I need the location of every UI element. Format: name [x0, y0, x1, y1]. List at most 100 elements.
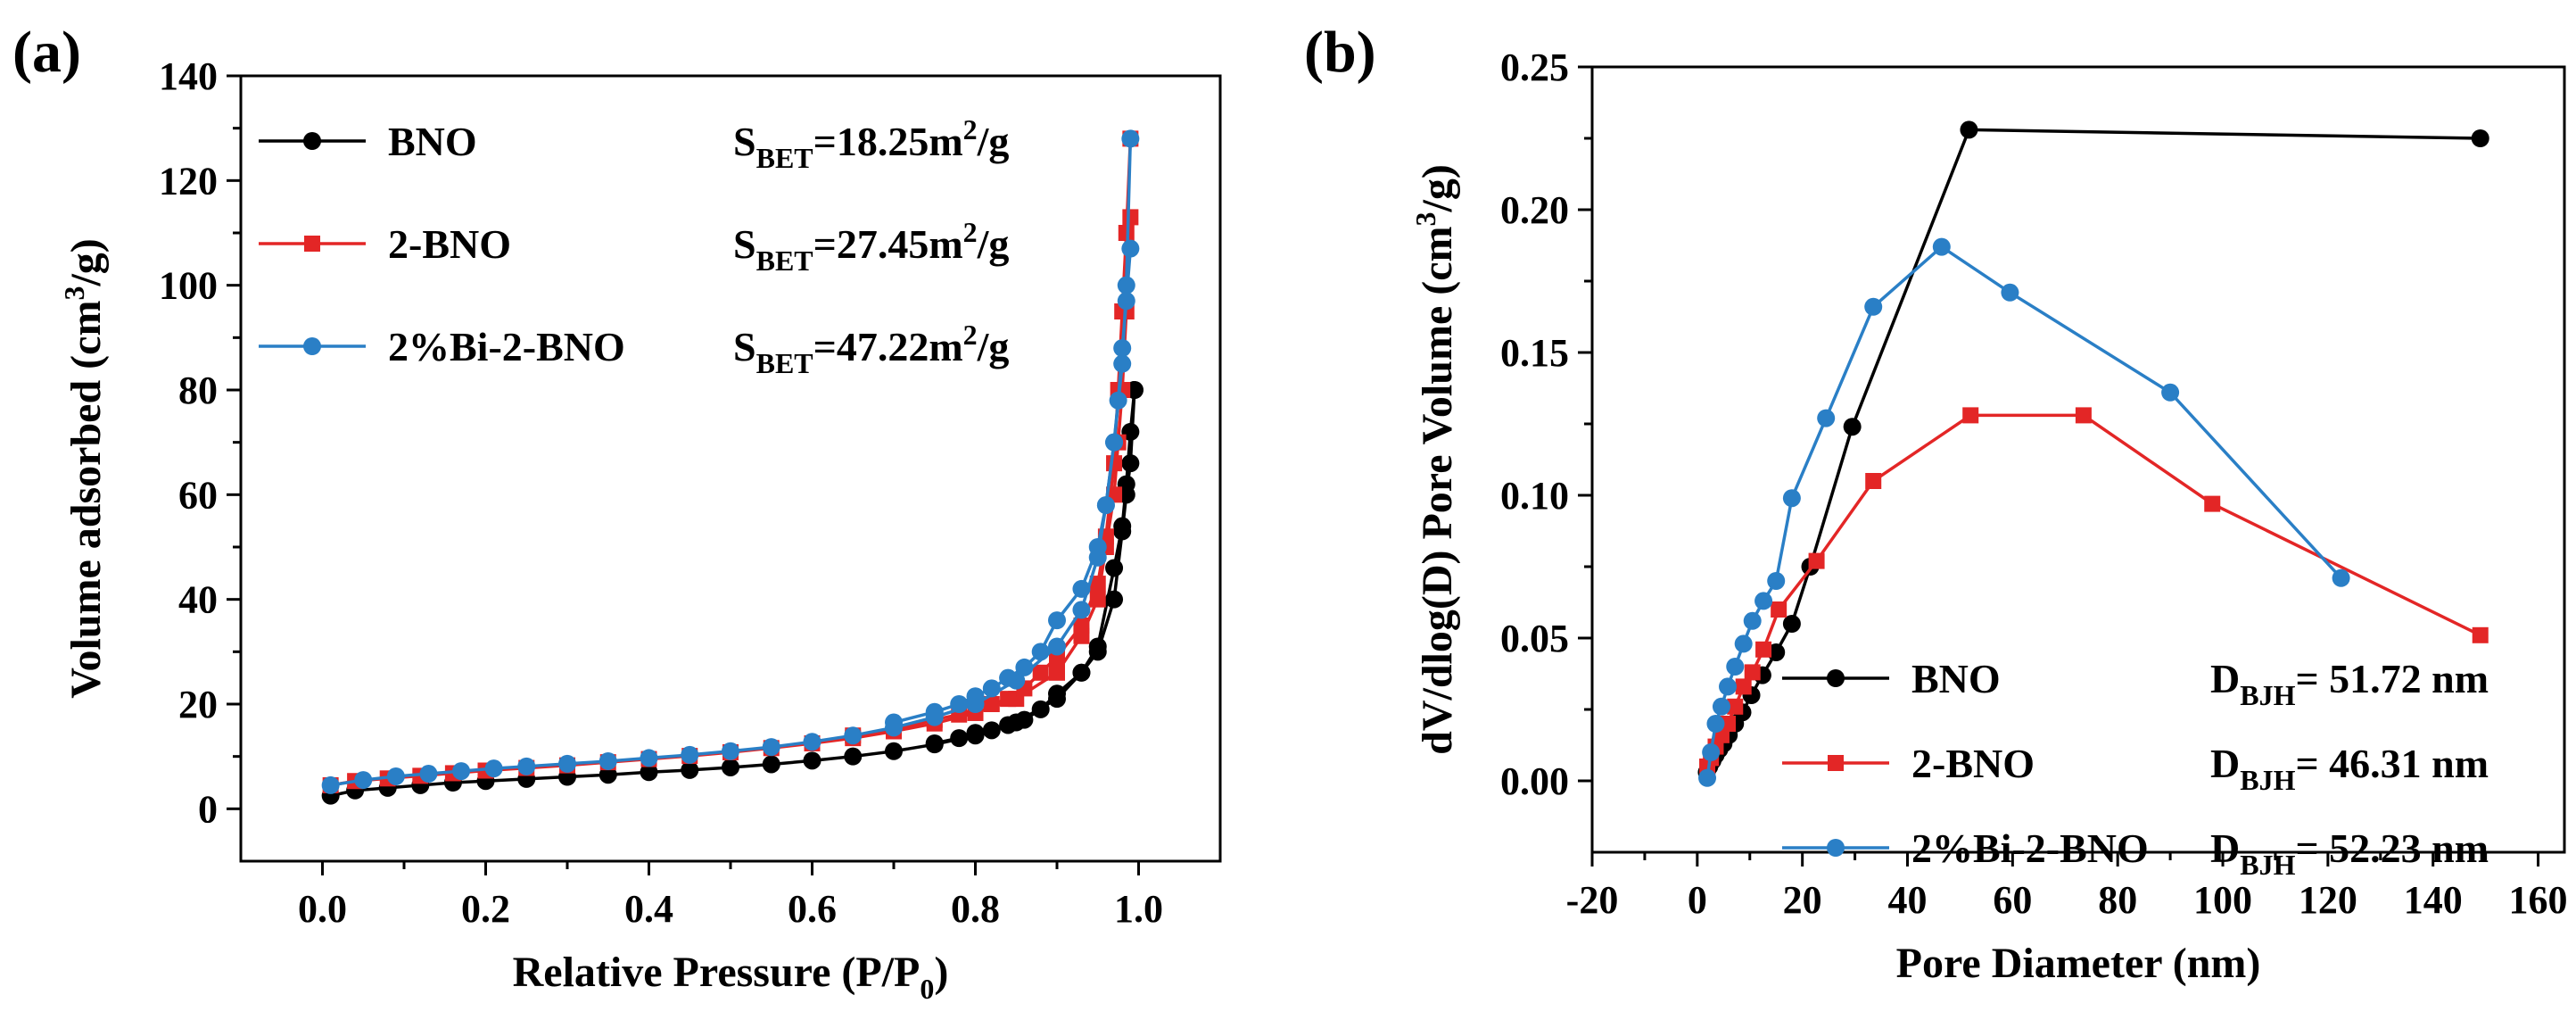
- data-point: [803, 751, 822, 770]
- data-point: [885, 713, 903, 732]
- data-point: [599, 766, 617, 784]
- data-point: [803, 733, 822, 751]
- data-point: [1073, 618, 1090, 634]
- data-point: [2332, 568, 2350, 587]
- data-point: [1105, 433, 1124, 452]
- data-point: [1712, 697, 1730, 716]
- y-axis-title: dV/dlog(D) Pore Volume (cm3/g): [1409, 164, 1461, 755]
- data-point: [1727, 698, 1744, 715]
- data-point: [1782, 615, 1801, 633]
- legend-entry: BNO: [1911, 656, 2001, 701]
- legend-entry: 2%Bi-2-BNO: [1911, 825, 2149, 871]
- series-line: [330, 389, 1136, 798]
- data-point: [1015, 658, 1034, 676]
- x-tick-label: 100: [2193, 878, 2252, 922]
- data-point: [982, 679, 1001, 698]
- y-tick-label: 0.00: [1500, 759, 1569, 803]
- y-tick-label: 0.05: [1500, 617, 1569, 660]
- data-point: [1744, 664, 1761, 681]
- series-2: [321, 129, 1140, 794]
- data-point: [762, 738, 780, 757]
- x-tick-label: 20: [1783, 878, 1822, 922]
- data-point: [1743, 611, 1762, 630]
- data-point: [1808, 552, 1825, 569]
- data-point: [1088, 538, 1107, 556]
- data-point: [1121, 129, 1140, 148]
- x-tick-label: 160: [2509, 878, 2568, 922]
- y-tick-label: 100: [159, 264, 218, 308]
- data-point: [1864, 297, 1883, 316]
- x-tick-label: -20: [1566, 878, 1619, 922]
- data-point: [1735, 678, 1752, 695]
- data-point: [844, 726, 863, 745]
- x-tick-label: 0.0: [298, 887, 347, 931]
- data-point: [1048, 684, 1066, 703]
- x-axis-title: Pore Diameter (nm): [1896, 940, 2261, 987]
- y-tick-label: 60: [178, 473, 218, 517]
- data-point: [1048, 637, 1066, 656]
- data-point: [925, 734, 944, 752]
- y-tick-label: 20: [178, 683, 218, 726]
- legend-marker: [303, 337, 321, 355]
- series-1: [1699, 407, 2489, 775]
- x-tick-label: 0.2: [461, 887, 510, 931]
- data-point: [1734, 634, 1753, 653]
- data-point: [1122, 209, 1139, 226]
- y-tick-label: 0: [198, 787, 218, 831]
- data-point: [1767, 643, 1786, 661]
- data-point: [1031, 700, 1050, 718]
- data-point: [386, 767, 405, 785]
- series-line: [1705, 413, 2481, 767]
- data-point: [599, 751, 617, 770]
- data-point: [1702, 743, 1721, 761]
- annotation: SBET=18.25m2/g: [733, 113, 1009, 174]
- data-point: [1121, 454, 1140, 473]
- data-point: [681, 760, 699, 779]
- data-point: [950, 729, 969, 748]
- data-point: [1932, 237, 1951, 256]
- data-point: [1865, 473, 1882, 489]
- panel-a: 0.0 0.2 0.4 0.6 0.8 1.0 0 20 40 60 80 100 120 140 (a) R…: [12, 20, 1222, 1005]
- y-tick-label: 0.10: [1500, 474, 1569, 518]
- data-point: [1121, 239, 1140, 258]
- data-point: [1771, 601, 1788, 618]
- y-tick-label: 0.25: [1500, 46, 1569, 89]
- data-point: [1755, 641, 1772, 658]
- y-tick-label: 40: [178, 578, 218, 622]
- data-point: [1105, 559, 1124, 577]
- data-point: [762, 755, 780, 774]
- data-point: [983, 696, 1000, 712]
- data-point: [1096, 496, 1115, 515]
- data-point: [1962, 407, 1979, 424]
- annotation: SBET=27.45m2/g: [733, 216, 1009, 277]
- y-tick-label: 0.20: [1500, 188, 1569, 232]
- data-point: [885, 742, 903, 760]
- data-point: [1113, 522, 1132, 541]
- data-point: [1843, 418, 1862, 436]
- x-tick-label: 0: [1688, 878, 1707, 922]
- data-point: [966, 724, 985, 742]
- data-point: [2472, 626, 2489, 643]
- data-point: [1767, 572, 1786, 590]
- data-point: [1109, 391, 1127, 410]
- data-point: [2001, 283, 2019, 302]
- data-point: [484, 759, 503, 778]
- series-2: [1698, 237, 2350, 787]
- legend-entry: 2-BNO: [388, 221, 511, 267]
- data-point: [999, 668, 1018, 687]
- data-point: [982, 721, 1001, 740]
- x-tick-label: 1.0: [1114, 887, 1163, 931]
- series-0: [321, 381, 1144, 805]
- y-tick-label: 0.15: [1500, 331, 1569, 375]
- data-point: [1817, 409, 1836, 427]
- data-point: [558, 754, 576, 773]
- data-point: [2161, 383, 2180, 402]
- data-point: [1105, 590, 1124, 609]
- data-point: [722, 742, 739, 760]
- data-point: [966, 687, 985, 706]
- legend-marker: [1827, 669, 1845, 687]
- data-point: [925, 702, 944, 721]
- data-point: [722, 758, 739, 776]
- data-point: [640, 749, 658, 767]
- data-point: [1960, 120, 1978, 139]
